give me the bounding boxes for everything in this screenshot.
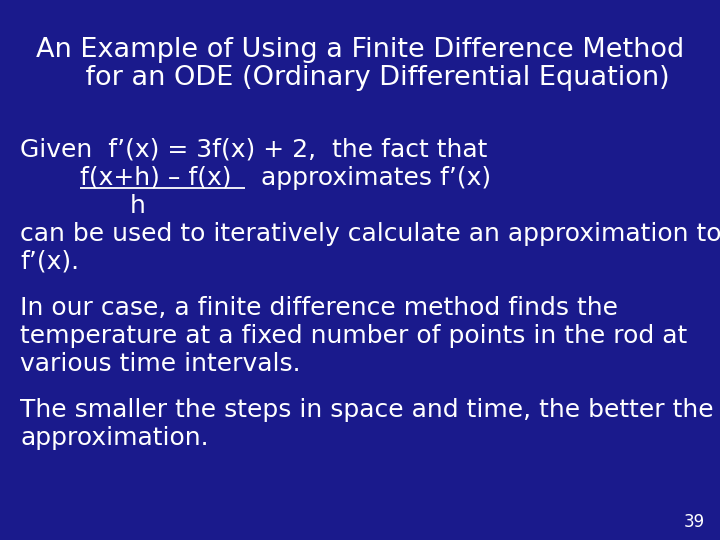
Text: In our case, a finite difference method finds the: In our case, a finite difference method … [20, 296, 618, 320]
Text: An Example of Using a Finite Difference Method: An Example of Using a Finite Difference … [36, 37, 684, 63]
Text: h: h [130, 194, 146, 218]
Text: f(x+h) – f(x): f(x+h) – f(x) [80, 166, 232, 190]
Text: Given  f’(x) = 3f(x) + 2,  the fact that: Given f’(x) = 3f(x) + 2, the fact that [20, 138, 487, 162]
Text: approximates f’(x): approximates f’(x) [245, 166, 491, 190]
Text: The smaller the steps in space and time, the better the: The smaller the steps in space and time,… [20, 398, 714, 422]
Text: f’(x).: f’(x). [20, 250, 79, 274]
Text: various time intervals.: various time intervals. [20, 352, 301, 376]
Text: can be used to iteratively calculate an approximation to: can be used to iteratively calculate an … [20, 222, 720, 246]
Text: 39: 39 [684, 513, 705, 531]
Text: for an ODE (Ordinary Differential Equation): for an ODE (Ordinary Differential Equati… [50, 65, 670, 91]
Text: approximation.: approximation. [20, 426, 209, 450]
Text: temperature at a fixed number of points in the rod at: temperature at a fixed number of points … [20, 324, 688, 348]
